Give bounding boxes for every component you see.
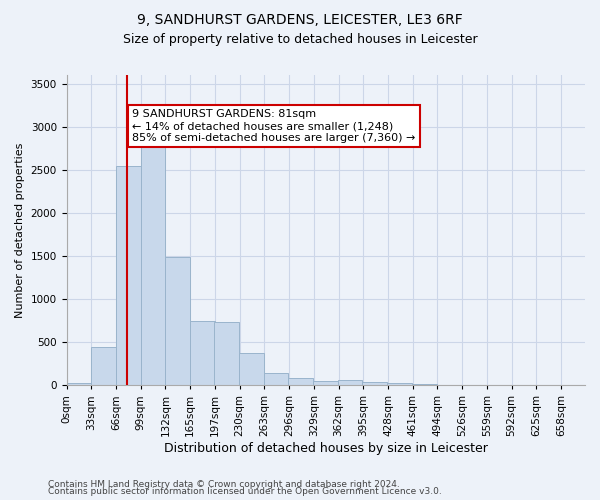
Bar — [289, 378, 313, 386]
Bar — [263, 373, 289, 386]
Bar — [338, 380, 362, 386]
Bar — [67, 383, 91, 386]
Text: 9, SANDHURST GARDENS, LEICESTER, LE3 6RF: 9, SANDHURST GARDENS, LEICESTER, LE3 6RF — [137, 12, 463, 26]
Bar — [387, 384, 412, 386]
Bar — [461, 384, 485, 386]
Bar — [437, 384, 461, 386]
Y-axis label: Number of detached properties: Number of detached properties — [15, 142, 25, 318]
Bar — [214, 322, 239, 386]
Bar — [190, 320, 215, 386]
Bar — [91, 346, 116, 386]
X-axis label: Distribution of detached houses by size in Leicester: Distribution of detached houses by size … — [164, 442, 488, 455]
Bar — [239, 352, 263, 386]
Bar — [166, 257, 190, 386]
Text: 9 SANDHURST GARDENS: 81sqm
← 14% of detached houses are smaller (1,248)
85% of s: 9 SANDHURST GARDENS: 81sqm ← 14% of deta… — [133, 110, 416, 142]
Bar — [116, 166, 141, 386]
Bar — [362, 382, 387, 386]
Text: Contains HM Land Registry data © Crown copyright and database right 2024.: Contains HM Land Registry data © Crown c… — [48, 480, 400, 489]
Bar — [412, 384, 437, 386]
Text: Size of property relative to detached houses in Leicester: Size of property relative to detached ho… — [122, 32, 478, 46]
Bar — [313, 380, 338, 386]
Text: Contains public sector information licensed under the Open Government Licence v3: Contains public sector information licen… — [48, 487, 442, 496]
Bar — [141, 144, 166, 386]
